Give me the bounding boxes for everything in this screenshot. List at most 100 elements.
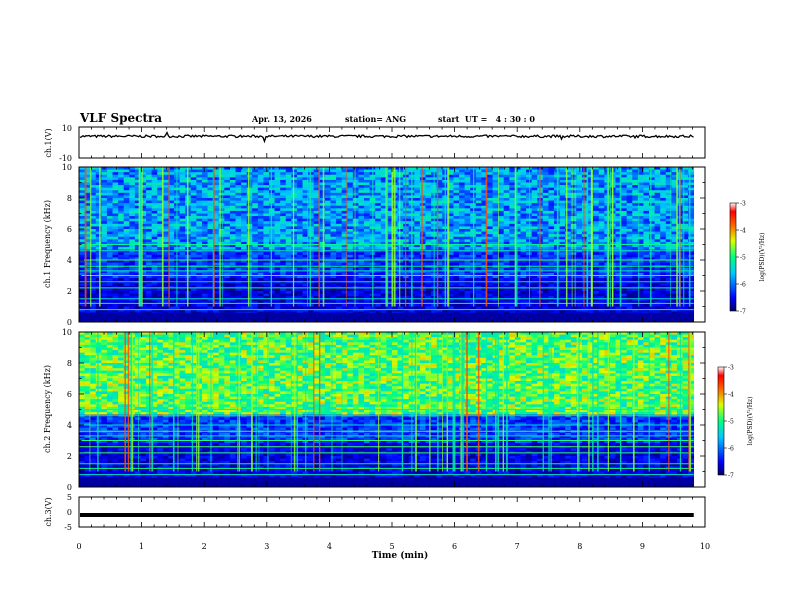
spectrogram-cell bbox=[330, 172, 337, 176]
spectrogram-cell bbox=[90, 185, 97, 188]
spectrogram-cell bbox=[151, 231, 158, 235]
spectrogram-cell bbox=[347, 239, 354, 243]
spectrogram-cell bbox=[157, 174, 164, 178]
spectrogram-cell bbox=[201, 262, 208, 266]
spectrogram-cell bbox=[157, 185, 164, 188]
spectrogram-cell bbox=[224, 267, 231, 271]
spectrogram-cell bbox=[280, 167, 287, 170]
spectrogram-cell bbox=[274, 223, 281, 227]
spectrogram-cell bbox=[671, 185, 678, 188]
spectrogram-cell bbox=[425, 236, 432, 240]
spectrogram-cell bbox=[386, 172, 393, 176]
spectrogram-cell bbox=[213, 270, 220, 274]
spectrogram-cell bbox=[587, 198, 594, 201]
spectrogram-cell bbox=[654, 234, 661, 238]
spectrogram-cell bbox=[207, 247, 214, 250]
spectrogram-cell bbox=[285, 218, 292, 222]
spectrogram-cell bbox=[252, 272, 259, 276]
spectrogram-cell bbox=[324, 267, 331, 271]
spectrogram-cell bbox=[324, 195, 331, 199]
spectrogram-cell bbox=[503, 167, 510, 170]
spectrogram-cell bbox=[375, 187, 382, 191]
spectrogram-cell bbox=[654, 270, 661, 274]
spectrogram-cell bbox=[665, 187, 672, 191]
spectrogram-cell bbox=[688, 182, 695, 186]
spectrogram-cell bbox=[302, 200, 309, 204]
spectrogram-cell bbox=[229, 190, 236, 194]
spectrogram-cell bbox=[492, 208, 499, 212]
spectrogram-cell bbox=[123, 234, 130, 238]
spectrogram-cell bbox=[241, 257, 247, 261]
spectrogram-cell bbox=[129, 221, 136, 225]
spectrogram-cell bbox=[665, 239, 672, 243]
spectrogram-cell bbox=[660, 272, 667, 276]
spectrogram-cell bbox=[296, 190, 303, 194]
spectrogram-cell bbox=[386, 203, 393, 207]
spectrogram-cell bbox=[90, 278, 97, 281]
spectrogram-cell bbox=[459, 254, 465, 258]
spectrogram-cell bbox=[447, 208, 454, 212]
spectrogram-cell bbox=[453, 278, 460, 281]
spectrogram-cell bbox=[330, 205, 337, 209]
spectrogram-cell bbox=[302, 182, 309, 186]
spectrogram-cell bbox=[386, 262, 393, 266]
spectrogram-cell bbox=[514, 257, 521, 261]
spectrogram-cell bbox=[459, 208, 465, 212]
spectrogram-cell bbox=[565, 254, 572, 258]
spectrogram-cell bbox=[565, 174, 572, 178]
spectrogram-cell bbox=[459, 241, 465, 245]
spectrogram-cell bbox=[632, 275, 639, 279]
spectrogram-cell bbox=[218, 208, 225, 212]
spectrogram-cell bbox=[168, 208, 175, 212]
spectrogram-cell bbox=[95, 241, 102, 245]
spectrogram-cell bbox=[308, 234, 315, 238]
spectrogram-cell bbox=[280, 190, 287, 194]
start-ut-label: start UT = 4 : 30 : 0 bbox=[438, 114, 535, 124]
spectrogram-cell bbox=[637, 252, 644, 256]
spectrogram-cell bbox=[106, 257, 113, 261]
spectrogram-cell bbox=[615, 187, 622, 191]
spectrogram-cell bbox=[129, 192, 136, 196]
spectrogram-cell bbox=[151, 229, 158, 232]
spectrogram-cell bbox=[296, 241, 303, 245]
spectrogram-cell bbox=[514, 205, 521, 209]
spectrogram-cell bbox=[649, 167, 655, 170]
spectrogram-cell bbox=[688, 203, 695, 207]
spectrogram-cell bbox=[207, 190, 214, 194]
spectrogram-cell bbox=[201, 223, 208, 227]
spectrogram-cell bbox=[503, 169, 510, 173]
spectrogram-cell bbox=[235, 226, 242, 230]
spectrogram-cell bbox=[157, 216, 164, 219]
spectrogram-cell bbox=[682, 229, 689, 232]
spectrogram-cell bbox=[324, 223, 331, 227]
spectrogram-cell bbox=[375, 200, 382, 204]
spectrogram-cell bbox=[665, 260, 672, 263]
spectrogram-cell bbox=[559, 167, 566, 170]
spectrogram-cell bbox=[414, 172, 421, 176]
spectrogram-cell bbox=[660, 174, 667, 178]
spectrogram-cell bbox=[386, 182, 393, 186]
spectrogram-cell bbox=[621, 190, 627, 194]
spectrogram-cell bbox=[112, 234, 119, 238]
spectrogram-cell bbox=[308, 190, 315, 194]
spectrogram-cell bbox=[481, 192, 488, 196]
spectrogram-cell bbox=[285, 226, 292, 230]
spectrogram-cell bbox=[649, 218, 655, 222]
spectrogram-cell bbox=[308, 270, 315, 274]
spectrogram-cell bbox=[302, 272, 309, 276]
spectrogram-cell bbox=[140, 275, 147, 279]
spectrogram-cell bbox=[621, 200, 627, 204]
spectrogram-cell bbox=[386, 177, 393, 181]
spectrogram-cell bbox=[615, 275, 622, 279]
spectrogram-cell bbox=[688, 257, 695, 261]
spectrogram-cell bbox=[213, 185, 220, 188]
spectrogram-cell bbox=[263, 174, 270, 178]
spectrogram-cell bbox=[526, 270, 532, 274]
spectrogram-cell bbox=[565, 200, 572, 204]
spectrogram-cell bbox=[319, 234, 326, 238]
spectrogram-cell bbox=[542, 267, 549, 271]
spectrogram-cell bbox=[548, 195, 555, 199]
spectrogram-cell bbox=[319, 208, 326, 212]
spectrogram-cell bbox=[475, 272, 482, 276]
spectrogram-cell bbox=[151, 213, 158, 217]
